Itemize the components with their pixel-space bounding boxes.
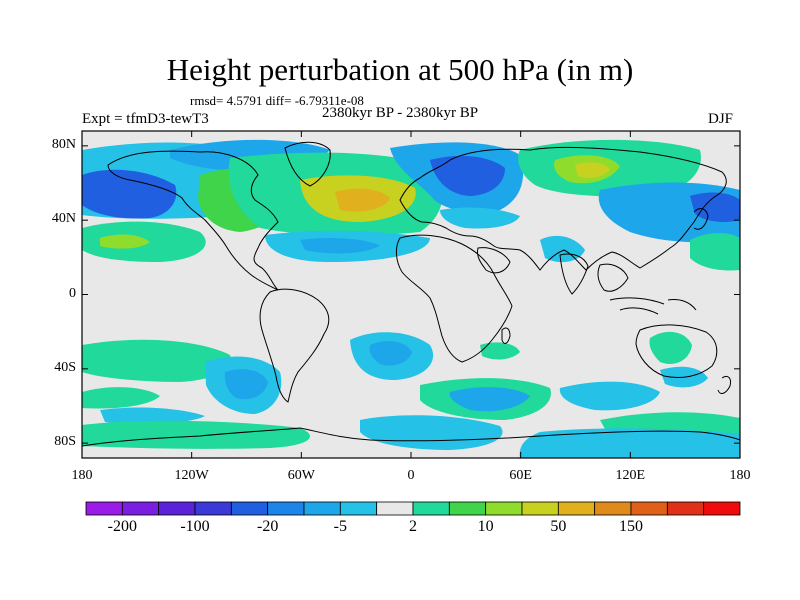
longitude-tick-label: 180 (729, 468, 751, 483)
coastline-japan (693, 208, 709, 230)
coastline-eurasia (399, 146, 727, 271)
field-region (430, 155, 505, 196)
coastline-north-america (107, 150, 279, 291)
field-region (519, 428, 740, 458)
longitude-tick-label: 60W (287, 468, 315, 483)
colorbar-label: 2 (409, 518, 417, 535)
coastline-africa (395, 234, 513, 363)
field-region (82, 387, 160, 409)
period-label: 2380kyr BP - 2380kyr BP (322, 105, 479, 121)
map-panel (82, 131, 740, 458)
axis-ticks (81, 131, 741, 458)
colorbar-swatch (339, 501, 378, 516)
coastline-australia (635, 324, 718, 379)
colorbar-swatch (521, 501, 559, 516)
colorbar-label: -20 (256, 518, 279, 535)
field-region (335, 188, 390, 212)
coastline-south-america (259, 288, 330, 403)
field-region (82, 169, 177, 219)
coastline-arabia (477, 247, 511, 274)
coastline-india (559, 253, 589, 295)
colorbar-swatch (557, 501, 596, 516)
colorbar-label: -100 (180, 518, 210, 535)
field-region (100, 234, 150, 249)
colorbar-label: -5 (333, 518, 347, 535)
coastline-indonesia (609, 297, 697, 315)
colorbar-swatch (666, 501, 705, 516)
coastlines (82, 141, 740, 447)
colorbar (85, 501, 741, 516)
colorbar-swatch (412, 501, 450, 516)
colorbar-swatch (230, 501, 269, 516)
colorbar-swatch (158, 501, 196, 516)
season-label: DJF (708, 111, 734, 127)
coastline-southeast-asia (597, 263, 629, 292)
field-region (82, 420, 310, 449)
field-region (100, 407, 205, 424)
colorbar-label: -200 (107, 518, 137, 535)
latitude-tick-label: 0 (69, 285, 76, 301)
colorbar-swatch (630, 501, 668, 516)
coastline-new-zealand (717, 375, 731, 394)
longitude-tick-label: 0 (407, 468, 415, 483)
coastline-antarctica (82, 427, 740, 447)
colorbar-swatch (194, 501, 232, 516)
map-title: Height perturbation at 500 hPa (in m) (166, 52, 634, 87)
field-region (690, 192, 740, 222)
field-region (480, 342, 520, 360)
colorbar-label: 150 (619, 518, 643, 535)
coastline-madagascar (501, 327, 511, 344)
field-region (82, 339, 231, 382)
coastline-greenland (284, 141, 331, 187)
field-region (440, 207, 520, 229)
field-region (300, 237, 380, 254)
longitude-tick-label: 120W (174, 468, 209, 483)
latitude-tick-label: 80S (54, 434, 76, 450)
colorbar-swatch (85, 501, 123, 516)
field-region (649, 331, 692, 365)
colorbar-swatch (267, 501, 305, 516)
experiment-label: Expt = tfmD3-tewT3 (82, 111, 209, 127)
colorbar-swatch (303, 501, 341, 516)
latitude-tick-label: 40N (51, 211, 76, 227)
colorbar-swatch (448, 501, 487, 516)
colorbar-swatch (376, 501, 414, 516)
field-region (369, 340, 412, 366)
field-region (540, 235, 585, 263)
field-region (224, 369, 268, 400)
colorbar-label: 10 (477, 518, 494, 535)
longitude-tick-label: 120E (615, 468, 646, 483)
field-region (690, 233, 740, 271)
longitude-tick-label: 60E (509, 468, 532, 483)
colorbar-label: 50 (550, 518, 567, 535)
field-region (559, 381, 660, 411)
latitude-tick-label: 80N (51, 136, 76, 152)
stats-label: rmsd= 4.5791 diff= -6.79311e-08 (190, 93, 364, 108)
latitude-tick-label: 40S (54, 359, 76, 375)
field-region (449, 387, 530, 412)
colorbar-swatch (594, 501, 632, 516)
longitude-tick-label: 180 (71, 468, 93, 483)
colorbar-swatch (703, 501, 741, 516)
field-region (360, 415, 503, 450)
colorbar-swatch (485, 501, 523, 516)
field-region (575, 162, 610, 178)
colorbar-swatch (121, 501, 160, 516)
